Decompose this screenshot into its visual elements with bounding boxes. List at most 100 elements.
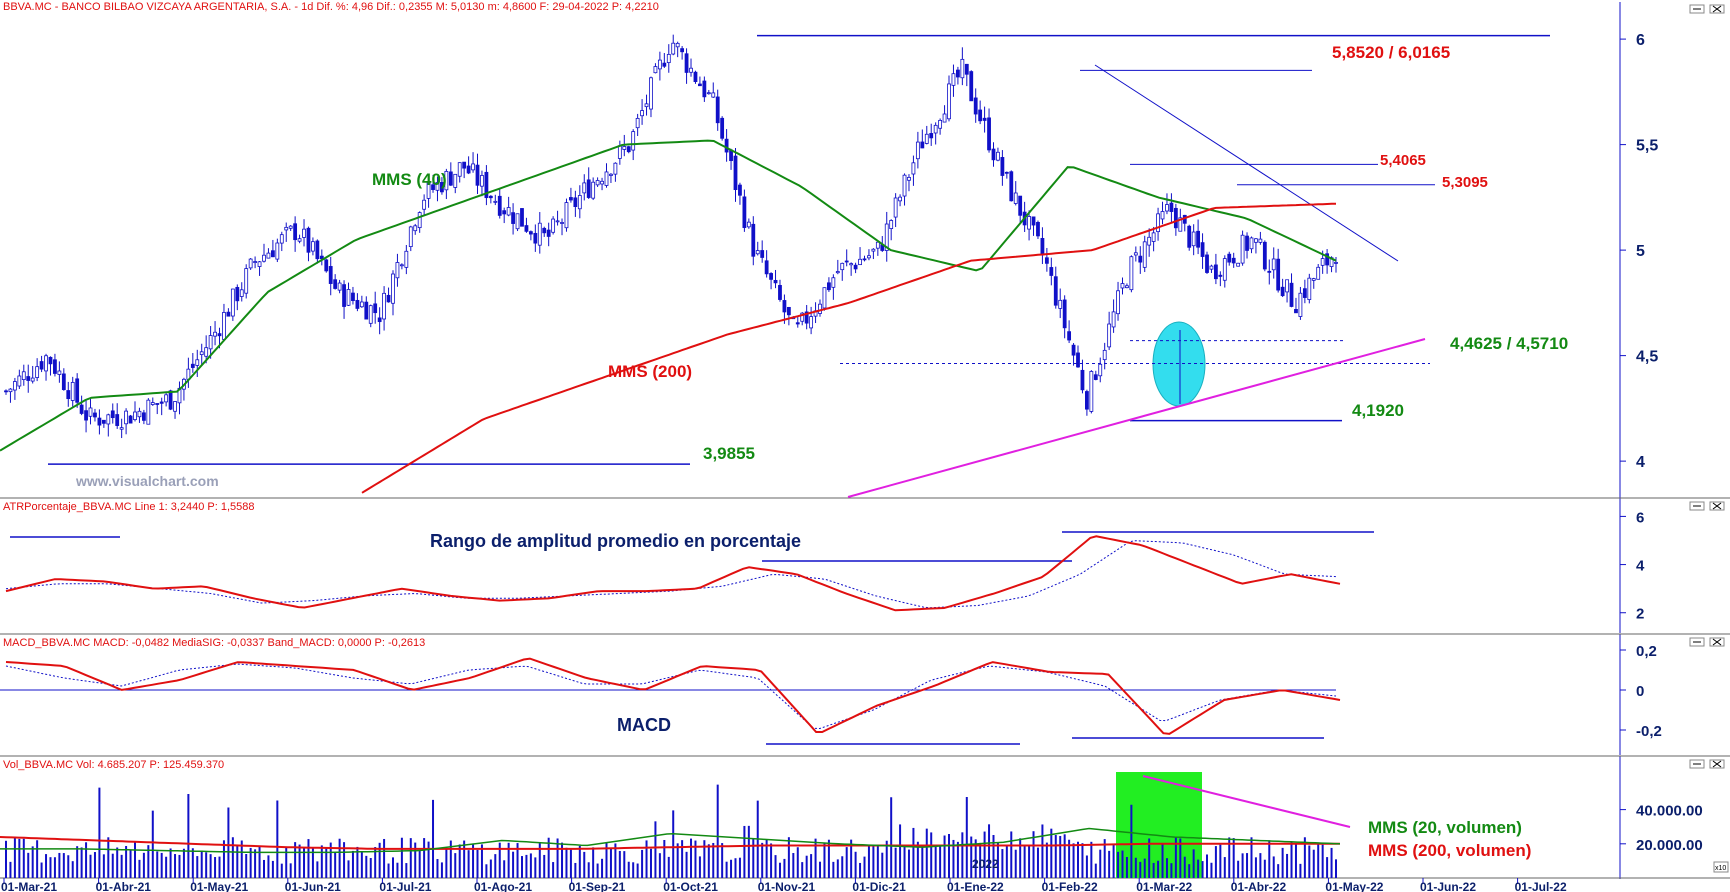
candle-body bbox=[106, 414, 111, 425]
candle-body bbox=[849, 263, 854, 266]
resistance-trendline bbox=[1094, 64, 1399, 262]
candle-body bbox=[199, 351, 204, 356]
candle-body bbox=[769, 273, 773, 280]
candle-body bbox=[426, 181, 431, 199]
candle-body bbox=[190, 363, 195, 368]
candle-body bbox=[110, 410, 115, 419]
candle-body bbox=[222, 312, 226, 340]
candle-body bbox=[1245, 235, 1249, 251]
candle-body bbox=[907, 176, 911, 181]
candle-body bbox=[1142, 241, 1147, 268]
candle-body bbox=[1200, 242, 1205, 257]
candle-body bbox=[1213, 264, 1218, 280]
candle-body bbox=[786, 306, 791, 316]
vol-mms200-label: MMS (200, volumen) bbox=[1368, 841, 1531, 860]
candle-body bbox=[782, 300, 787, 313]
atr-panel-controls[interactable] bbox=[1689, 501, 1725, 511]
candle-body bbox=[831, 277, 836, 288]
candle-body bbox=[746, 221, 751, 228]
candle-body bbox=[1334, 262, 1338, 264]
candle-body bbox=[1098, 363, 1103, 377]
candle-body bbox=[560, 222, 564, 224]
candle-body bbox=[257, 261, 262, 267]
candle-body bbox=[929, 133, 934, 139]
candle-body bbox=[17, 375, 22, 387]
candle-body bbox=[404, 250, 409, 268]
candle-body bbox=[996, 151, 1000, 161]
candle-body bbox=[319, 255, 324, 260]
candle-body bbox=[431, 184, 435, 190]
candle-body bbox=[61, 373, 66, 391]
candle-body bbox=[159, 401, 164, 404]
candle-body bbox=[1258, 238, 1263, 243]
candle-body bbox=[1044, 257, 1049, 264]
candle-body bbox=[1062, 299, 1067, 329]
atr-y-tick-label: 6 bbox=[1636, 509, 1644, 526]
candle-body bbox=[399, 264, 404, 267]
candle-body bbox=[1085, 391, 1089, 410]
candle-body bbox=[502, 210, 507, 215]
vol-y-tick-label: 40.000.00 bbox=[1636, 803, 1703, 820]
candle-body bbox=[1116, 290, 1120, 315]
candle-body bbox=[244, 268, 249, 294]
candle-body bbox=[1004, 171, 1009, 174]
candle-body bbox=[795, 322, 800, 325]
candle-body bbox=[213, 331, 217, 337]
candle-body bbox=[284, 226, 289, 231]
candle-body bbox=[1209, 265, 1214, 270]
candle-body bbox=[528, 231, 533, 235]
candle-body bbox=[844, 260, 849, 263]
candle-body bbox=[359, 301, 364, 308]
candle-body bbox=[440, 182, 444, 193]
candle-body bbox=[342, 284, 346, 307]
candle-body bbox=[640, 110, 644, 117]
candle-body bbox=[488, 195, 493, 199]
corner-zoom-button[interactable]: x10 bbox=[1713, 861, 1729, 873]
vol-panel-controls[interactable] bbox=[1689, 759, 1725, 769]
candle-body bbox=[44, 355, 48, 372]
candle-body bbox=[755, 250, 760, 255]
candle-body bbox=[862, 258, 867, 261]
candle-body bbox=[253, 261, 257, 263]
candle-body bbox=[471, 163, 475, 171]
candle-body bbox=[1173, 207, 1178, 229]
candle-body bbox=[462, 161, 467, 169]
candle-body bbox=[1009, 171, 1014, 202]
candle-body bbox=[391, 273, 395, 304]
resistance-5309-label: 5,3095 bbox=[1442, 174, 1488, 191]
candle-body bbox=[964, 63, 969, 75]
candle-body bbox=[604, 171, 609, 186]
candle-body bbox=[577, 195, 582, 210]
x-tick-label: 01-Oct-21 bbox=[663, 880, 718, 892]
candle-body bbox=[960, 58, 965, 79]
atr-signal-line bbox=[5, 540, 1337, 609]
candle-body bbox=[1027, 216, 1031, 230]
candle-body bbox=[8, 388, 13, 393]
candle-body bbox=[911, 162, 916, 175]
candle-body bbox=[133, 411, 137, 421]
candle-body bbox=[84, 410, 88, 421]
candle-body bbox=[1036, 221, 1040, 237]
candle-body bbox=[542, 227, 547, 234]
candle-body bbox=[1178, 217, 1183, 232]
candle-body bbox=[711, 92, 716, 98]
macd-panel-controls[interactable] bbox=[1689, 637, 1725, 647]
candle-body bbox=[248, 258, 253, 269]
candle-body bbox=[355, 299, 360, 309]
candle-body bbox=[1187, 225, 1192, 248]
candle-body bbox=[1107, 323, 1112, 348]
atr-y-tick-label: 4 bbox=[1636, 558, 1645, 575]
candle-body bbox=[275, 242, 280, 260]
vol-mms20-line bbox=[0, 827, 1341, 854]
candle-body bbox=[204, 347, 209, 357]
price-panel-controls[interactable] bbox=[1689, 4, 1725, 14]
candle-body bbox=[1311, 278, 1316, 281]
candle-body bbox=[1125, 285, 1129, 289]
x-tick-label: 01-Jul-22 bbox=[1515, 880, 1567, 892]
candle-body bbox=[858, 258, 862, 266]
candle-body bbox=[1093, 374, 1098, 380]
candle-body bbox=[778, 285, 782, 300]
x-tick-label: 01-Jun-21 bbox=[285, 880, 341, 892]
candle-body bbox=[809, 316, 814, 329]
candle-body bbox=[57, 370, 62, 375]
